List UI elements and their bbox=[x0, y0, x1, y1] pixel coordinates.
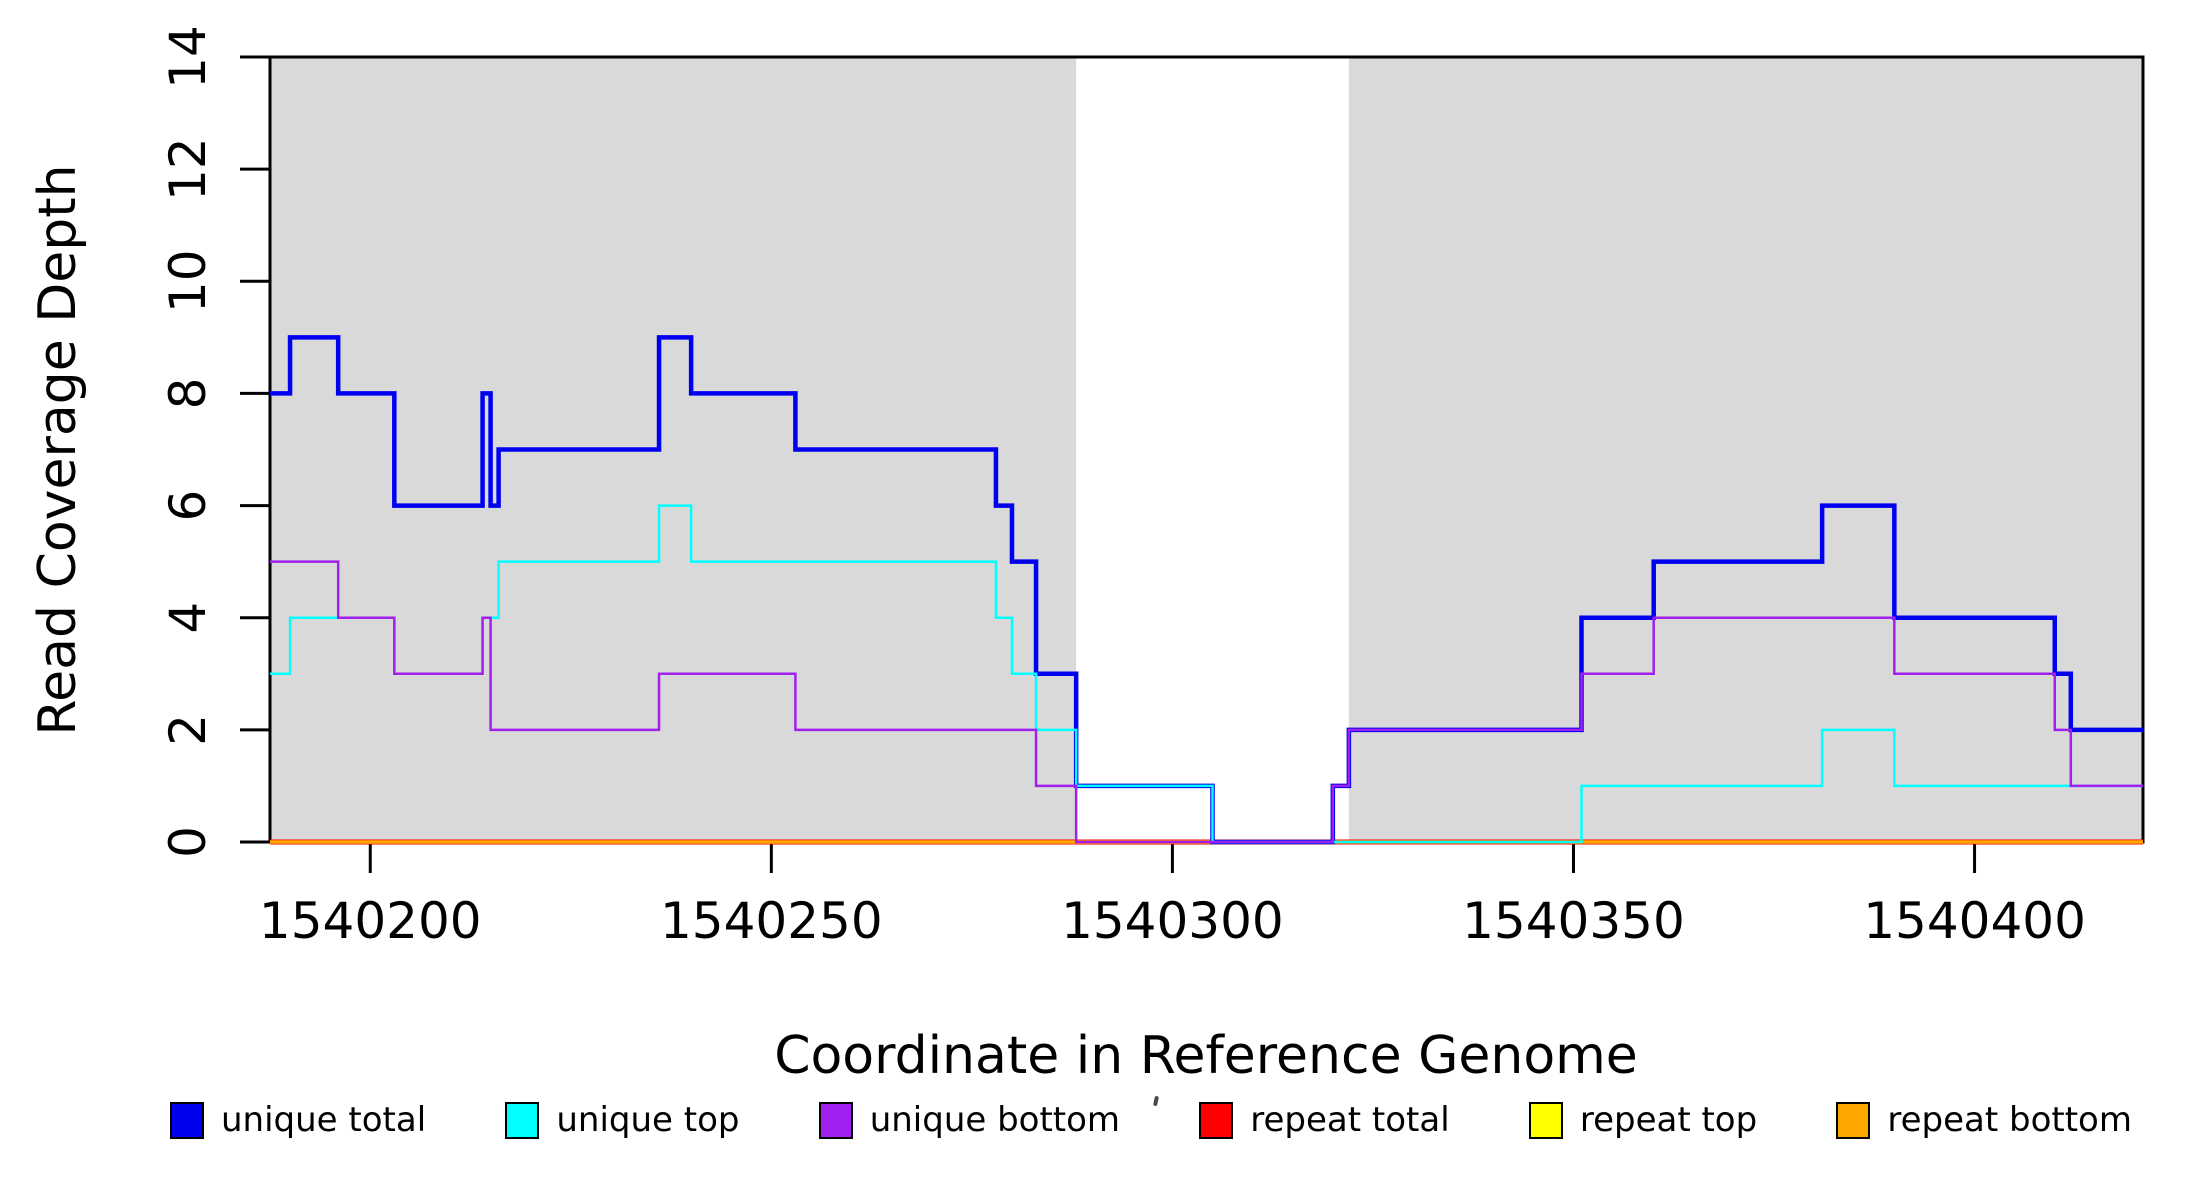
x-tick-label: 1540400 bbox=[1863, 892, 2086, 950]
legend-label: unique bottom bbox=[869, 1100, 1121, 1140]
legend-item-repeat-total: repeat total bbox=[1199, 1100, 1450, 1140]
y-tick-label: 10 bbox=[159, 249, 217, 313]
legend-item-repeat-bottom: repeat bottom bbox=[1836, 1100, 2132, 1140]
legend-item-unique-total: unique total bbox=[170, 1100, 426, 1140]
y-tick-label: 12 bbox=[159, 137, 217, 201]
legend-item-repeat-top: repeat top bbox=[1528, 1100, 1758, 1140]
legend-swatch-unique-total bbox=[170, 1101, 204, 1139]
legend-label: unique top bbox=[556, 1100, 740, 1140]
legend-label: repeat bottom bbox=[1887, 1100, 2132, 1140]
legend-label: repeat top bbox=[1579, 1100, 1758, 1140]
right-shaded-region bbox=[1348, 57, 2143, 842]
legend-swatch-unique-top bbox=[505, 1101, 540, 1139]
y-tick-label: 14 bbox=[159, 25, 217, 89]
series-unique-bottom bbox=[270, 560, 2143, 844]
y-axis-title: Read Coverage Depth bbox=[28, 164, 88, 736]
legend-item-unique-bottom: unique bottom bbox=[818, 1100, 1121, 1140]
y-tick-label: 2 bbox=[159, 714, 217, 746]
x-axis-title: Coordinate in Reference Genome bbox=[774, 1026, 1638, 1086]
y-tick-label: 0 bbox=[159, 826, 217, 858]
legend-swatch-unique-bottom bbox=[818, 1101, 853, 1139]
legend: unique total unique top unique bottom repea… bbox=[170, 1098, 2132, 1142]
y-tick-label: 8 bbox=[159, 378, 217, 410]
legend-item-unique-top: unique top bbox=[505, 1100, 739, 1140]
x-tick-label: 1540200 bbox=[259, 892, 482, 950]
legend-swatch-repeat-bottom bbox=[1836, 1101, 1871, 1139]
legend-label: repeat total bbox=[1250, 1100, 1450, 1140]
x-tick-label: 1540250 bbox=[660, 892, 883, 950]
y-tick-label: 6 bbox=[159, 490, 217, 522]
legend-label: unique total bbox=[221, 1100, 427, 1140]
y-tick-label: 4 bbox=[159, 602, 217, 634]
legend-swatch-repeat-total bbox=[1199, 1101, 1234, 1139]
x-tick-label: 1540350 bbox=[1462, 892, 1685, 950]
x-tick-label: 1540300 bbox=[1061, 892, 1284, 950]
legend-swatch-repeat-top bbox=[1528, 1101, 1563, 1139]
series-unique-total bbox=[270, 335, 2143, 845]
